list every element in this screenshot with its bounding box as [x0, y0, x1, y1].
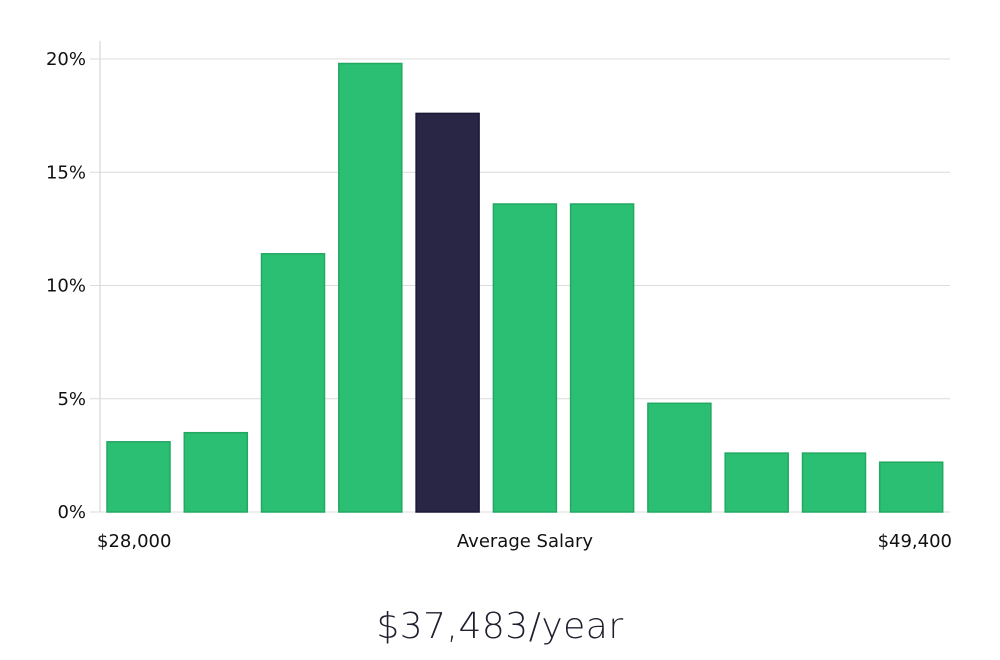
- salary-histogram: 0% 5% 10% 15% 20% $28,000 Average Salary $49…: [46, 41, 952, 552]
- x-center-label: Average Salary: [457, 531, 594, 552]
- y-axis-ticks: 0% 5% 10% 15% 20%: [46, 49, 86, 523]
- y-tick-label: 5%: [57, 389, 86, 410]
- bar: [338, 62, 403, 513]
- average-salary-value: $37,483/year: [376, 606, 624, 647]
- x-min-label: $28,000: [97, 531, 171, 552]
- y-tick-label: 0%: [57, 502, 86, 523]
- x-max-label: $49,400: [878, 531, 952, 552]
- bar: [801, 452, 867, 513]
- bar: [724, 452, 789, 513]
- bar-average: [415, 112, 480, 513]
- bar: [878, 461, 944, 513]
- bar: [106, 441, 171, 513]
- bar: [492, 203, 558, 513]
- bars: [106, 62, 944, 513]
- y-tick-label: 15%: [46, 162, 86, 183]
- bar: [183, 431, 249, 513]
- bar: [569, 203, 635, 513]
- y-tick-label: 10%: [46, 276, 86, 297]
- y-tick-label: 20%: [46, 49, 86, 70]
- bar: [647, 402, 712, 513]
- x-axis-labels: $28,000 Average Salary $49,400: [97, 531, 952, 552]
- bar: [260, 253, 326, 513]
